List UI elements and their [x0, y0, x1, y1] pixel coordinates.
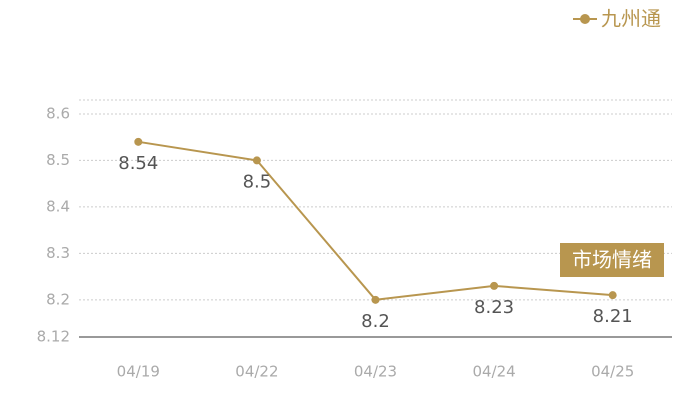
line [138, 140, 613, 301]
point [134, 137, 143, 146]
y-tick-label: 8.5 [46, 151, 70, 169]
data-label: 8.5 [243, 171, 272, 192]
x-tick-label: 04/23 [354, 363, 397, 381]
y-tick-label: 8.3 [46, 244, 70, 262]
data-label: 8.2 [361, 311, 390, 332]
y-tick-label: 8.4 [46, 197, 70, 215]
point [252, 156, 261, 165]
y-tick-label: 8.6 [46, 104, 70, 122]
point [371, 295, 380, 304]
annotation: 市场情绪 [572, 248, 652, 272]
legend-dot [580, 14, 590, 24]
data-label: 8.21 [593, 306, 633, 327]
annotation-box [560, 243, 664, 277]
data-label: 8.23 [474, 297, 514, 318]
point [608, 291, 617, 300]
data-label: 8.54 [118, 153, 158, 174]
legend-label: 九州通 [601, 7, 661, 31]
y-tick-label: 8.2 [46, 290, 70, 308]
point [490, 281, 499, 290]
x-tick-label: 04/24 [472, 363, 515, 381]
x-tick-label: 04/22 [235, 363, 278, 381]
y-tick-label: 8.12 [37, 328, 70, 346]
x-tick-label: 04/19 [117, 363, 160, 381]
x-tick-label: 04/25 [591, 363, 634, 381]
